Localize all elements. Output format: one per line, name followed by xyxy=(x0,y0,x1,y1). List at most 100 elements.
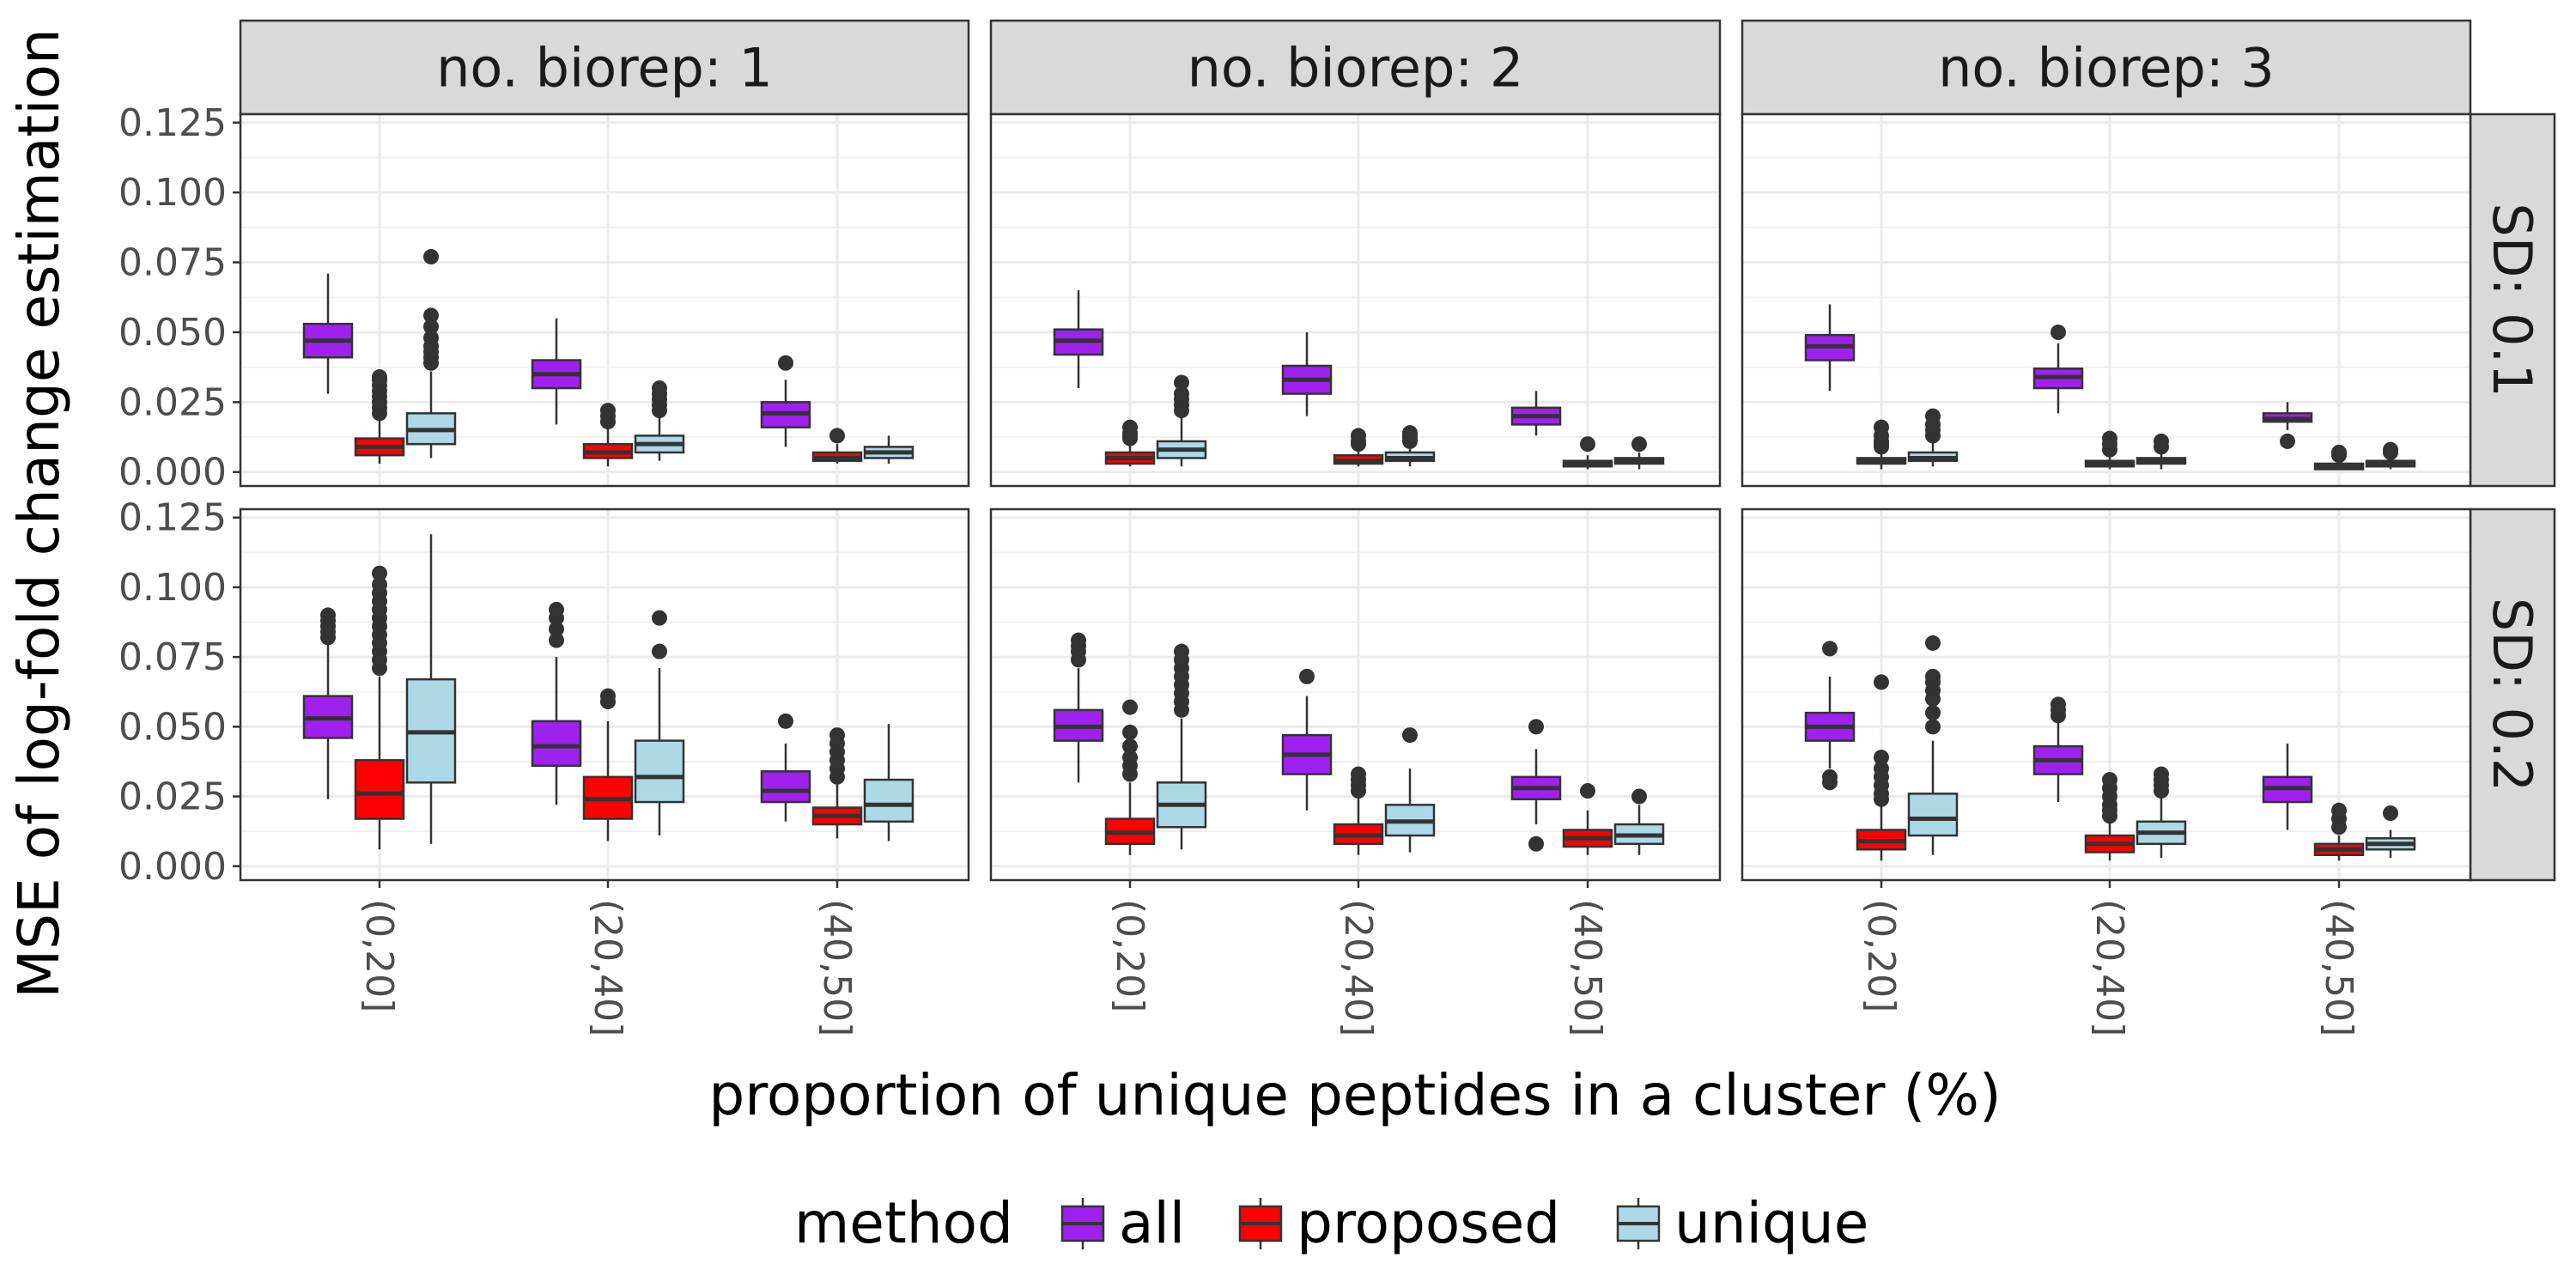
box-unique xyxy=(2365,805,2416,859)
x-tick-label: (0,20] xyxy=(357,899,401,1012)
panel-background xyxy=(1742,114,2470,486)
box-proposed xyxy=(811,428,863,464)
facet-panel xyxy=(989,112,1722,488)
y-tick-label: 0.100 xyxy=(118,566,227,610)
outlier-point xyxy=(549,632,564,648)
box-proposed xyxy=(2084,772,2136,861)
outlier-point xyxy=(2280,433,2295,449)
y-tick-label: 0.075 xyxy=(118,241,227,285)
panel-border xyxy=(239,507,970,882)
outlier-point xyxy=(1528,835,1544,852)
outlier-point xyxy=(1925,635,1941,651)
outlier-point xyxy=(1174,643,1189,659)
y-tick-label: 0.025 xyxy=(118,775,227,819)
box-proposed xyxy=(1333,428,1384,467)
outlier-point xyxy=(1874,750,1889,766)
x-tick-label: (40,50] xyxy=(1565,899,1609,1036)
y-tick-label: 0.025 xyxy=(118,380,227,424)
box-unique xyxy=(634,380,685,461)
box-proposed xyxy=(582,403,634,467)
x-tick-label: (0,20] xyxy=(1108,899,1151,1012)
outlier-point xyxy=(1925,408,1941,424)
outlier-point xyxy=(829,428,845,444)
box-body xyxy=(531,720,582,768)
outlier-point xyxy=(1874,419,1889,435)
outlier-point xyxy=(1874,761,1889,777)
facet-panel xyxy=(1741,507,2472,882)
column-strip xyxy=(989,19,1722,116)
box-proposed xyxy=(1104,699,1156,855)
column-strip-label: no. biorep: 3 xyxy=(1938,37,2275,100)
panel-border xyxy=(1741,112,2472,488)
y-tick-label: 0.075 xyxy=(118,635,227,679)
outlier-point xyxy=(423,249,439,265)
box-proposed xyxy=(354,369,405,464)
y-tick-label: 0.100 xyxy=(118,171,227,215)
panel-background xyxy=(991,114,1720,486)
outlier-point xyxy=(372,565,387,581)
outlier-point xyxy=(549,601,564,617)
outlier-point xyxy=(778,713,793,729)
box-unique xyxy=(405,534,457,844)
box-proposed xyxy=(582,688,634,841)
column-strip-label: no. biorep: 2 xyxy=(1188,37,1524,100)
outlier-point xyxy=(652,380,667,397)
box-all xyxy=(2262,402,2313,449)
box-all xyxy=(760,355,811,447)
outlier-point xyxy=(1351,428,1366,444)
panel-border xyxy=(989,112,1722,488)
outlier-point xyxy=(1925,705,1941,721)
box-unique xyxy=(405,249,457,459)
box-unique xyxy=(634,610,685,836)
box-unique xyxy=(1384,727,1436,853)
box-proposed xyxy=(2313,444,2365,471)
outlier-point xyxy=(423,319,439,335)
outlier-point xyxy=(2050,696,2066,713)
box-unique xyxy=(1613,436,1665,470)
outlier-point xyxy=(1174,374,1189,391)
legend: method all proposed unique xyxy=(794,1190,1868,1256)
outlier-point xyxy=(320,607,336,623)
outlier-point xyxy=(1925,668,1941,684)
box-all xyxy=(1053,290,1104,389)
panel-border xyxy=(239,112,970,488)
box-proposed xyxy=(1562,783,1613,855)
box-unique xyxy=(2136,433,2187,470)
outlier-point xyxy=(1631,788,1647,805)
outlier-point xyxy=(2154,433,2169,449)
y-tick-label: 0.050 xyxy=(118,311,227,355)
box-proposed xyxy=(1333,766,1384,855)
facet-panel xyxy=(1741,112,2472,488)
y-tick-label: 0.125 xyxy=(118,101,227,145)
box-proposed xyxy=(1856,419,1907,470)
outlier-point xyxy=(1122,419,1138,435)
outlier-point xyxy=(600,688,616,704)
box-unique xyxy=(1907,635,1959,855)
column-strip-label: no. biorep: 1 xyxy=(436,37,773,100)
x-tick-label: (0,20] xyxy=(1859,899,1903,1012)
outlier-point xyxy=(372,576,387,592)
outlier-point xyxy=(1122,750,1138,766)
box-unique xyxy=(1156,374,1207,467)
outlier-point xyxy=(2050,324,2066,340)
box-proposed xyxy=(811,727,863,839)
box-all xyxy=(531,601,582,805)
x-tick-label: (20,40] xyxy=(586,899,629,1036)
y-tick-label: 0.000 xyxy=(118,845,227,889)
outlier-point xyxy=(1925,719,1941,735)
x-tick-label: (40,50] xyxy=(815,899,859,1036)
column-strip xyxy=(1741,19,2472,116)
box-unique xyxy=(1907,408,1959,467)
box-unique xyxy=(1156,643,1207,850)
outlier-point xyxy=(1874,674,1889,690)
outlier-point xyxy=(652,610,667,626)
facet-panels: no. biorep: 1 no. biorep: 2 no. biorep: 3 S… xyxy=(239,19,2556,882)
box-proposed xyxy=(2313,802,2365,861)
box-unique xyxy=(863,724,914,841)
box-all xyxy=(1281,668,1333,811)
box-proposed xyxy=(2084,430,2136,470)
box-all xyxy=(1510,719,1562,852)
box-body xyxy=(354,759,405,820)
outlier-point xyxy=(423,307,439,324)
outlier-point xyxy=(1402,425,1418,441)
